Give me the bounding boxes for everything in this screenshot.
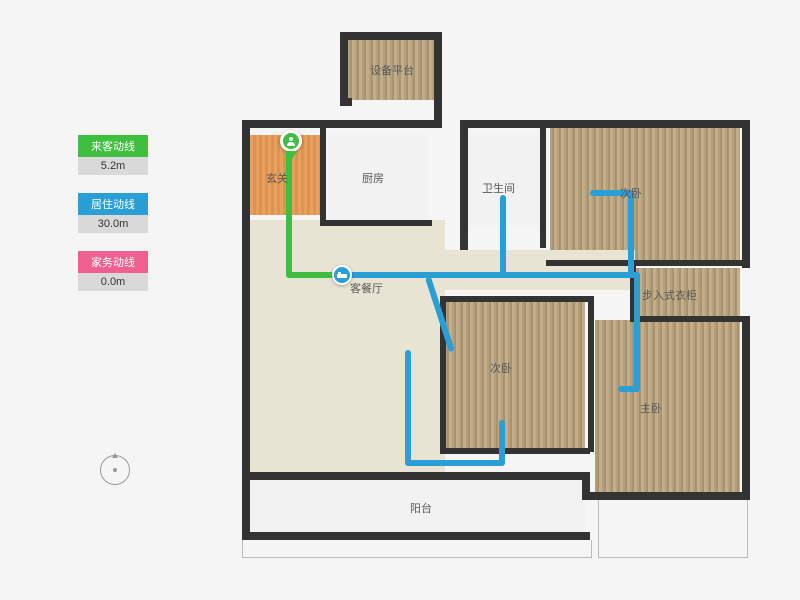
label-玄关: 玄关	[266, 170, 288, 186]
label-卫生间: 卫生间	[482, 180, 515, 196]
wall	[242, 472, 590, 480]
legend-chore: 家务动线 0.0m	[78, 251, 148, 291]
path-segment	[286, 272, 336, 278]
legend: 来客动线 5.2m 居住动线 30.0m 家务动线 0.0m	[78, 135, 148, 309]
floorplan: 设备平台玄关厨房卫生间次卧客餐厅步入式衣柜次卧主卧阳台	[220, 20, 760, 580]
label-客餐厅: 客餐厅	[350, 280, 383, 296]
wall	[340, 32, 348, 102]
legend-living-label: 居住动线	[78, 193, 148, 215]
path-segment	[405, 460, 505, 466]
wall	[242, 532, 590, 540]
label-设备平台: 设备平台	[370, 62, 414, 78]
wall	[440, 448, 590, 454]
guest-start-pin-icon	[280, 130, 302, 152]
label-步入式衣柜: 步入式衣柜	[642, 287, 697, 303]
path-segment	[340, 272, 640, 278]
wall	[460, 120, 750, 128]
legend-living-value: 30.0m	[78, 215, 148, 233]
canvas: 来客动线 5.2m 居住动线 30.0m 家务动线 0.0m	[0, 0, 800, 600]
label-次卧1: 次卧	[620, 185, 642, 201]
path-segment	[628, 190, 634, 275]
wall	[440, 296, 590, 302]
legend-living: 居住动线 30.0m	[78, 193, 148, 233]
wall	[742, 316, 750, 500]
wall	[242, 120, 442, 128]
legend-chore-label: 家务动线	[78, 251, 148, 273]
wall	[742, 120, 750, 268]
label-次卧2: 次卧	[490, 360, 512, 376]
room-客餐厅	[250, 220, 445, 475]
path-segment	[618, 386, 640, 392]
room-次卧2	[445, 300, 585, 450]
wall	[546, 260, 746, 266]
wall	[320, 220, 432, 226]
outline-right	[598, 498, 748, 558]
wall	[434, 32, 442, 102]
legend-guest-value: 5.2m	[78, 157, 148, 175]
compass-icon	[100, 455, 130, 485]
wall	[540, 128, 546, 248]
wall	[588, 296, 594, 452]
living-pin-icon	[332, 265, 352, 285]
path-segment	[405, 350, 411, 465]
room-走廊	[445, 250, 635, 290]
wall	[460, 120, 468, 250]
path-segment	[499, 420, 505, 465]
legend-chore-value: 0.0m	[78, 273, 148, 291]
room-主卧	[595, 320, 740, 500]
path-segment	[500, 195, 506, 275]
label-阳台: 阳台	[410, 500, 432, 516]
wall	[340, 98, 352, 106]
label-主卧: 主卧	[640, 400, 662, 416]
outline-bottom	[242, 540, 592, 558]
label-厨房: 厨房	[362, 170, 384, 186]
wall	[630, 316, 746, 322]
room-次卧1	[550, 128, 740, 263]
wall	[320, 128, 326, 223]
wall	[582, 472, 590, 500]
legend-guest: 来客动线 5.2m	[78, 135, 148, 175]
wall	[590, 492, 748, 500]
wall	[434, 100, 442, 128]
legend-guest-label: 来客动线	[78, 135, 148, 157]
path-segment	[634, 272, 640, 392]
wall	[340, 32, 440, 40]
